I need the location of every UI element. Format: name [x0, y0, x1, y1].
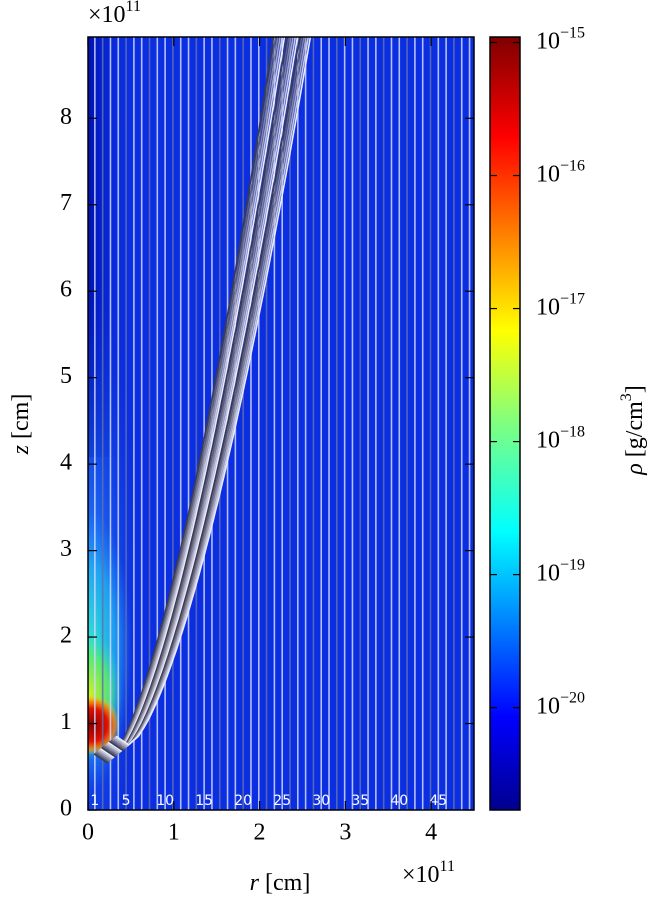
y-axis-label: z [cm] [8, 394, 34, 456]
colorbar-tick-label: 10−17 [536, 290, 585, 320]
streamline [112, 37, 307, 748]
x-axis-label-part: r [250, 870, 260, 896]
y-scale: ×1011 [88, 0, 141, 28]
y-tick-label: 2 [60, 623, 72, 649]
streamline-label: 35 [351, 793, 369, 809]
x-axis-label: r [cm] [250, 870, 311, 896]
x-scale: ×1011 [402, 858, 455, 888]
y-tick-label: 3 [60, 536, 72, 562]
streamline-label: 5 [122, 793, 131, 809]
streamline-label: 15 [195, 793, 213, 809]
y-tick-label: 8 [60, 104, 72, 130]
x-tick-label: 2 [254, 820, 266, 846]
colorbar-tick-label-part: 10 [536, 427, 560, 453]
x-scale-part: ×10 [402, 862, 440, 888]
streamline [106, 37, 297, 754]
streamline [107, 37, 299, 753]
y-scale-part: 11 [126, 0, 141, 15]
colorbar-tick-label-part: −17 [560, 290, 585, 307]
streamline [97, 37, 281, 761]
colorbar-tick-label-part: 10 [536, 560, 560, 586]
y-tick-label: 0 [60, 796, 72, 822]
colorbar-tick-label-part: −18 [560, 423, 585, 440]
streamline-label: 10 [156, 793, 174, 809]
streamline [108, 37, 301, 752]
streamline-label: 45 [429, 793, 447, 809]
streamline-label: 25 [273, 793, 291, 809]
streamline [114, 37, 310, 747]
colorbar-tick-label-part: 10 [536, 161, 560, 187]
colorbar-label: ρ [g/cm3] [618, 385, 648, 476]
colorbar-tick-label: 10−15 [536, 24, 585, 54]
streamline [94, 37, 277, 763]
y-tick-label: 4 [60, 450, 72, 476]
streamline [98, 37, 283, 760]
colorbar-tick-label-part: 10 [536, 294, 560, 320]
streamline [96, 37, 279, 762]
streamline [93, 37, 275, 764]
streamline [99, 37, 286, 759]
streamline [103, 37, 292, 756]
colorbar-label-part: [g/cm [622, 401, 648, 463]
x-tick-label: 1 [168, 820, 180, 846]
colorbar-tick-label-part: −15 [560, 24, 585, 41]
streamline-label: 40 [390, 793, 408, 809]
plot-frame [87, 36, 475, 811]
colorbar-label-part: 3 [618, 393, 635, 401]
y-scale-part: ×10 [88, 2, 126, 28]
density-map: 1 5 10 15 20 25 30 35 40 45 [88, 37, 474, 810]
y-tick-label: 7 [60, 190, 72, 216]
colorbar-tick-label-part: −20 [560, 689, 585, 706]
x-tick-label: 0 [82, 820, 94, 846]
streamline-label: 20 [234, 793, 252, 809]
y-tick-label: 6 [60, 277, 72, 303]
colorbar-label-part: ] [622, 385, 648, 393]
streamline [115, 37, 312, 746]
streamline [111, 37, 305, 749]
x-scale-part: 11 [440, 858, 455, 875]
x-tick-label: 3 [339, 820, 351, 846]
streamline [110, 37, 303, 751]
colorbar [489, 36, 521, 811]
x-axis-label-part: [cm] [259, 870, 310, 896]
streamline [105, 37, 294, 755]
y-axis-label-part: z [8, 444, 34, 455]
streamline [102, 37, 290, 757]
colorbar-tick-label: 10−20 [536, 689, 585, 719]
colorbar-tick-label: 10−19 [536, 556, 585, 586]
colorbar-tick-label: 10−16 [536, 157, 585, 187]
colorbar-tick-label-part: −16 [560, 157, 585, 174]
colorbar-label-part: ρ [622, 463, 648, 476]
colorbar-tick-label: 10−18 [536, 423, 585, 453]
y-tick-label: 5 [60, 363, 72, 389]
streamline [101, 37, 288, 758]
streamline-label: 30 [312, 793, 330, 809]
colorbar-tick-label-part: 10 [536, 28, 560, 54]
colorbar-tick-label-part: 10 [536, 693, 560, 719]
x-tick-label: 4 [425, 820, 437, 846]
colorbar-tick-label-part: −19 [560, 556, 585, 573]
y-axis-label-part: [cm] [8, 394, 34, 445]
streamline-label: 1 [90, 793, 99, 809]
y-tick-label: 1 [60, 709, 72, 735]
